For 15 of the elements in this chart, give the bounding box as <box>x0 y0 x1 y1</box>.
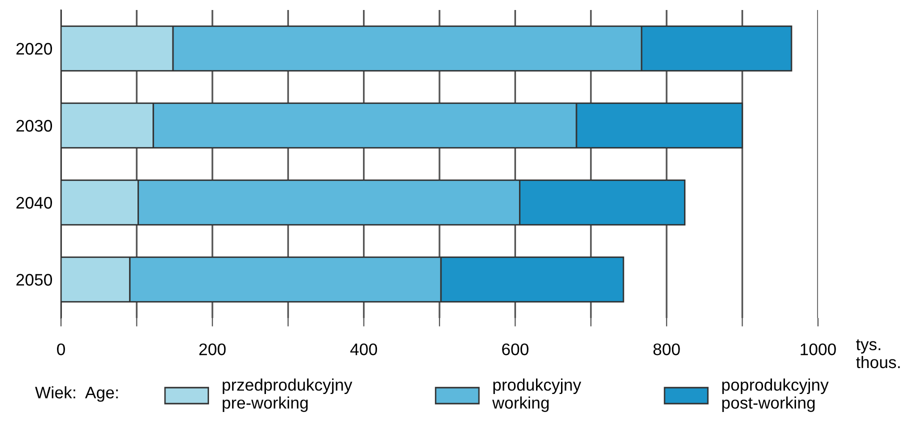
y-tick-label: 2020 <box>16 42 52 55</box>
legend-label: produkcyjny working <box>492 378 582 412</box>
legend-label: poprodukcyjny post-working <box>722 378 829 412</box>
x-tick-label: 1000 <box>800 343 836 356</box>
x-tick-label: 800 <box>653 343 680 356</box>
legend-label: przedprodukcyjny pre-working <box>222 378 352 412</box>
legend-title: Wiek: Age: <box>35 386 118 402</box>
y-tick-label: 2050 <box>16 274 52 286</box>
x-tick-label: 600 <box>502 343 528 356</box>
y-tick-label: 2030 <box>16 120 52 132</box>
x-axis-title: tys. thous. <box>856 339 900 368</box>
x-tick-label: 400 <box>350 343 378 356</box>
y-tick-label: 2040 <box>16 196 52 209</box>
x-tick-label: 200 <box>199 343 226 356</box>
x-tick-label: 0 <box>57 343 65 356</box>
